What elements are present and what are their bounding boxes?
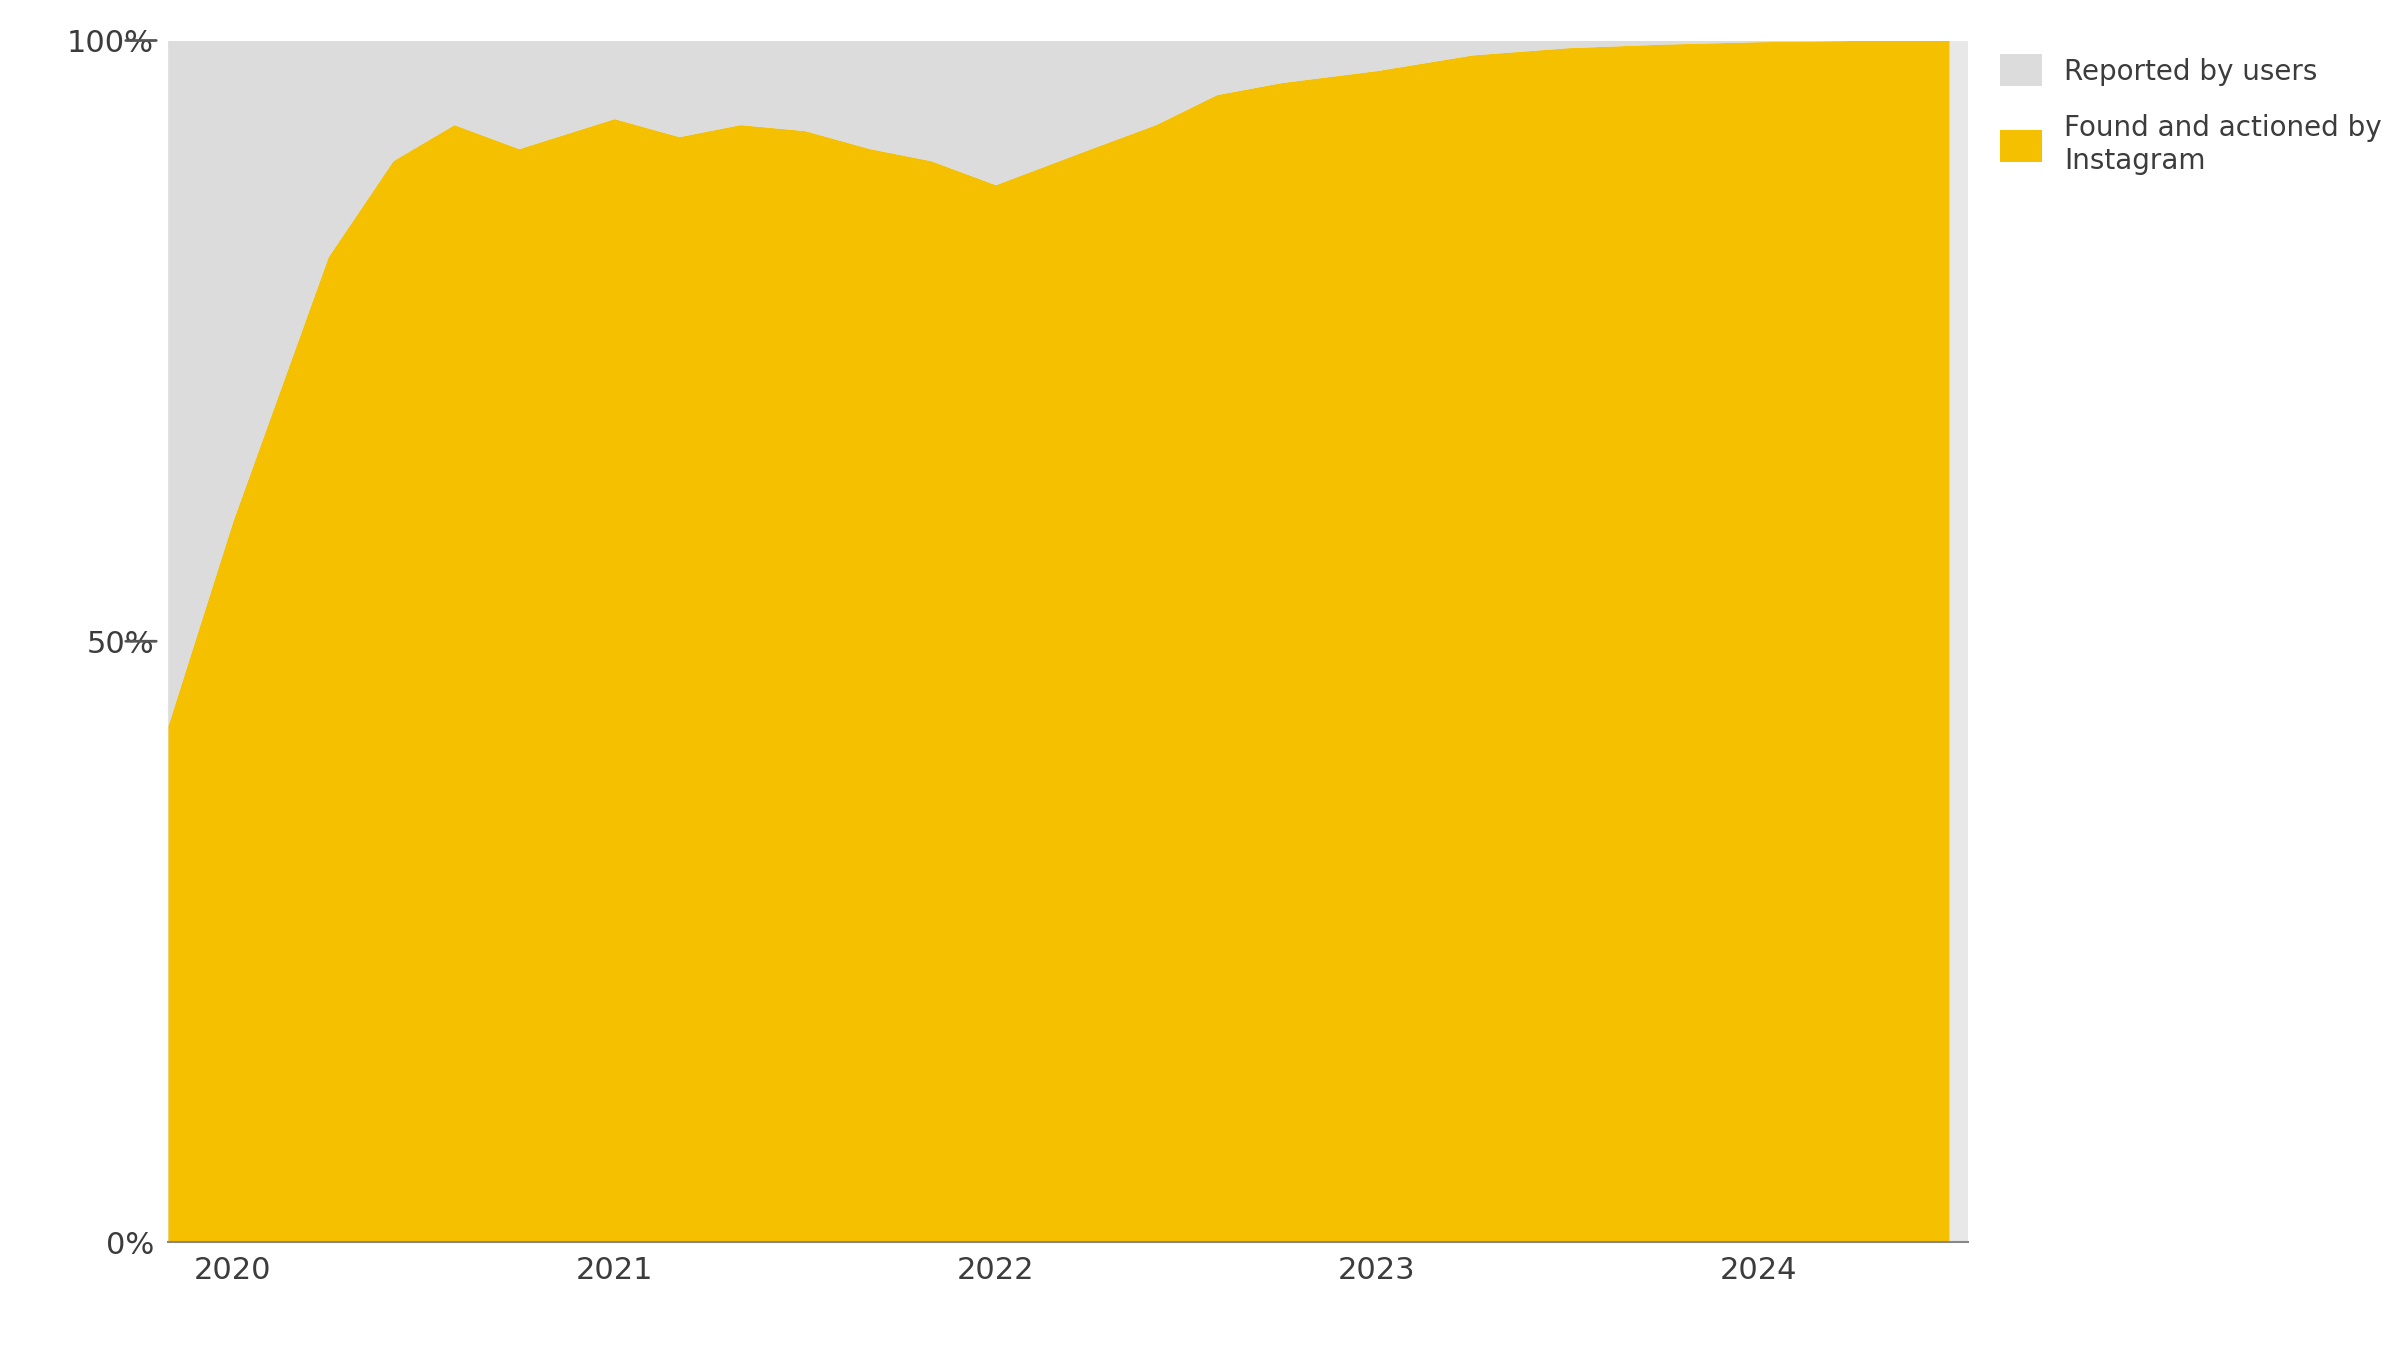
Legend: Reported by users, Found and actioned by
Instagram: Reported by users, Found and actioned by… bbox=[1999, 54, 2381, 174]
